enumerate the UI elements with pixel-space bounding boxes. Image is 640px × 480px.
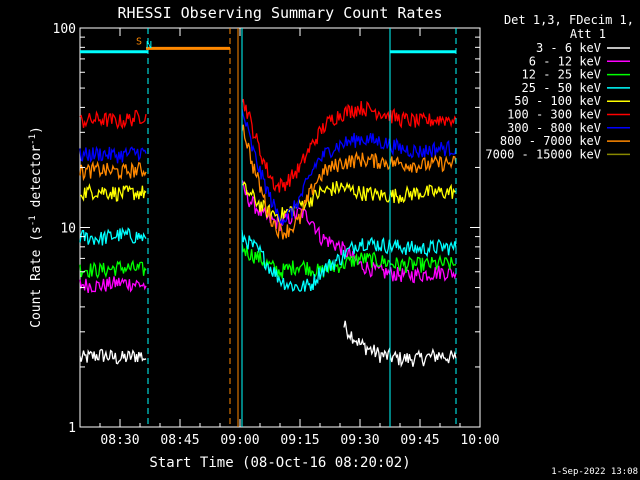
series-line-6-1 (241, 109, 457, 227)
y-axis-label-mid: detector (29, 145, 44, 216)
y-axis-ticks: 1 10 100 (53, 22, 480, 436)
series-3-6-kev (79, 320, 457, 368)
legend-header-line2: Att 1 (570, 27, 606, 41)
legend-label-2: 12 - 25 keV (522, 68, 601, 82)
flag-label-1: S (136, 36, 142, 47)
series-line-0-0 (79, 348, 147, 365)
legend-label-8: 7000 - 15000 keV (485, 147, 601, 161)
x-tick-label-1: 08:45 (160, 433, 199, 448)
x-tick-label-2: 09:00 (220, 433, 259, 448)
series-line-7-0 (79, 160, 147, 182)
x-tick-label-5: 09:45 (400, 433, 439, 448)
series-300-800-kev (79, 109, 457, 227)
series-layer (79, 98, 457, 368)
legend-label-1: 6 - 12 keV (529, 54, 601, 68)
series-50-100-kev (79, 180, 457, 225)
y-axis-label-sup2: -1 (28, 134, 38, 145)
legend-label-0: 3 - 6 keV (536, 41, 601, 55)
series-line-2-0 (79, 259, 147, 279)
series-line-2-1 (241, 243, 456, 279)
chart-title: RHESSI Observing Summary Count Rates (117, 4, 442, 22)
x-axis-ticks: 08:30 08:45 09:00 09:15 09:30 09:45 10:00 (99, 28, 500, 448)
flag-label-2: N (146, 40, 152, 51)
y-tick-label-2: 100 (53, 22, 76, 37)
series-25-50-kev (79, 226, 457, 293)
series-line-3-1 (241, 229, 457, 293)
legend-label-6: 300 - 800 keV (507, 121, 601, 135)
x-tick-label-3: 09:15 (280, 433, 319, 448)
y-axis-label-main: Count Rate (s (29, 226, 44, 328)
series-line-5-1 (241, 98, 457, 193)
series-line-1-0 (79, 276, 147, 294)
series-12-25-kev (79, 243, 456, 279)
legend-label-5: 100 - 300 keV (507, 108, 601, 122)
y-tick-label-1: 10 (60, 222, 76, 237)
date-stamp: 1-Sep-2022 13:08 (551, 467, 638, 477)
x-tick-label-0: 08:30 (100, 433, 139, 448)
series-line-6-0 (79, 145, 147, 164)
series-100-300-kev (79, 98, 457, 193)
y-axis-label-sup1: -1 (28, 215, 38, 226)
legend-label-4: 50 - 100 keV (514, 94, 601, 108)
series-800-7000-kev (79, 124, 457, 240)
x-axis-label: Start Time (08-Oct-16 08:20:02) (149, 455, 410, 471)
y-tick-label-0: 1 (68, 421, 76, 436)
series-line-7-1 (241, 124, 457, 240)
x-tick-label-4: 09:30 (340, 433, 379, 448)
series-line-5-0 (79, 109, 147, 130)
legend-header-line1: Det 1,3, FDecim 1, (504, 13, 634, 27)
series-line-0-1 (343, 320, 457, 368)
y-axis-label-end: ) (29, 126, 44, 134)
series-line-4-0 (79, 182, 147, 202)
legend-label-7: 800 - 7000 keV (500, 134, 601, 148)
series-line-3-0 (79, 226, 147, 246)
y-axis-label: Count Rate (s-1 detector-1) (28, 126, 44, 328)
legend-label-3: 25 - 50 keV (522, 81, 601, 95)
series-line-4-1 (241, 180, 457, 225)
x-tick-label-6: 10:00 (460, 433, 499, 448)
